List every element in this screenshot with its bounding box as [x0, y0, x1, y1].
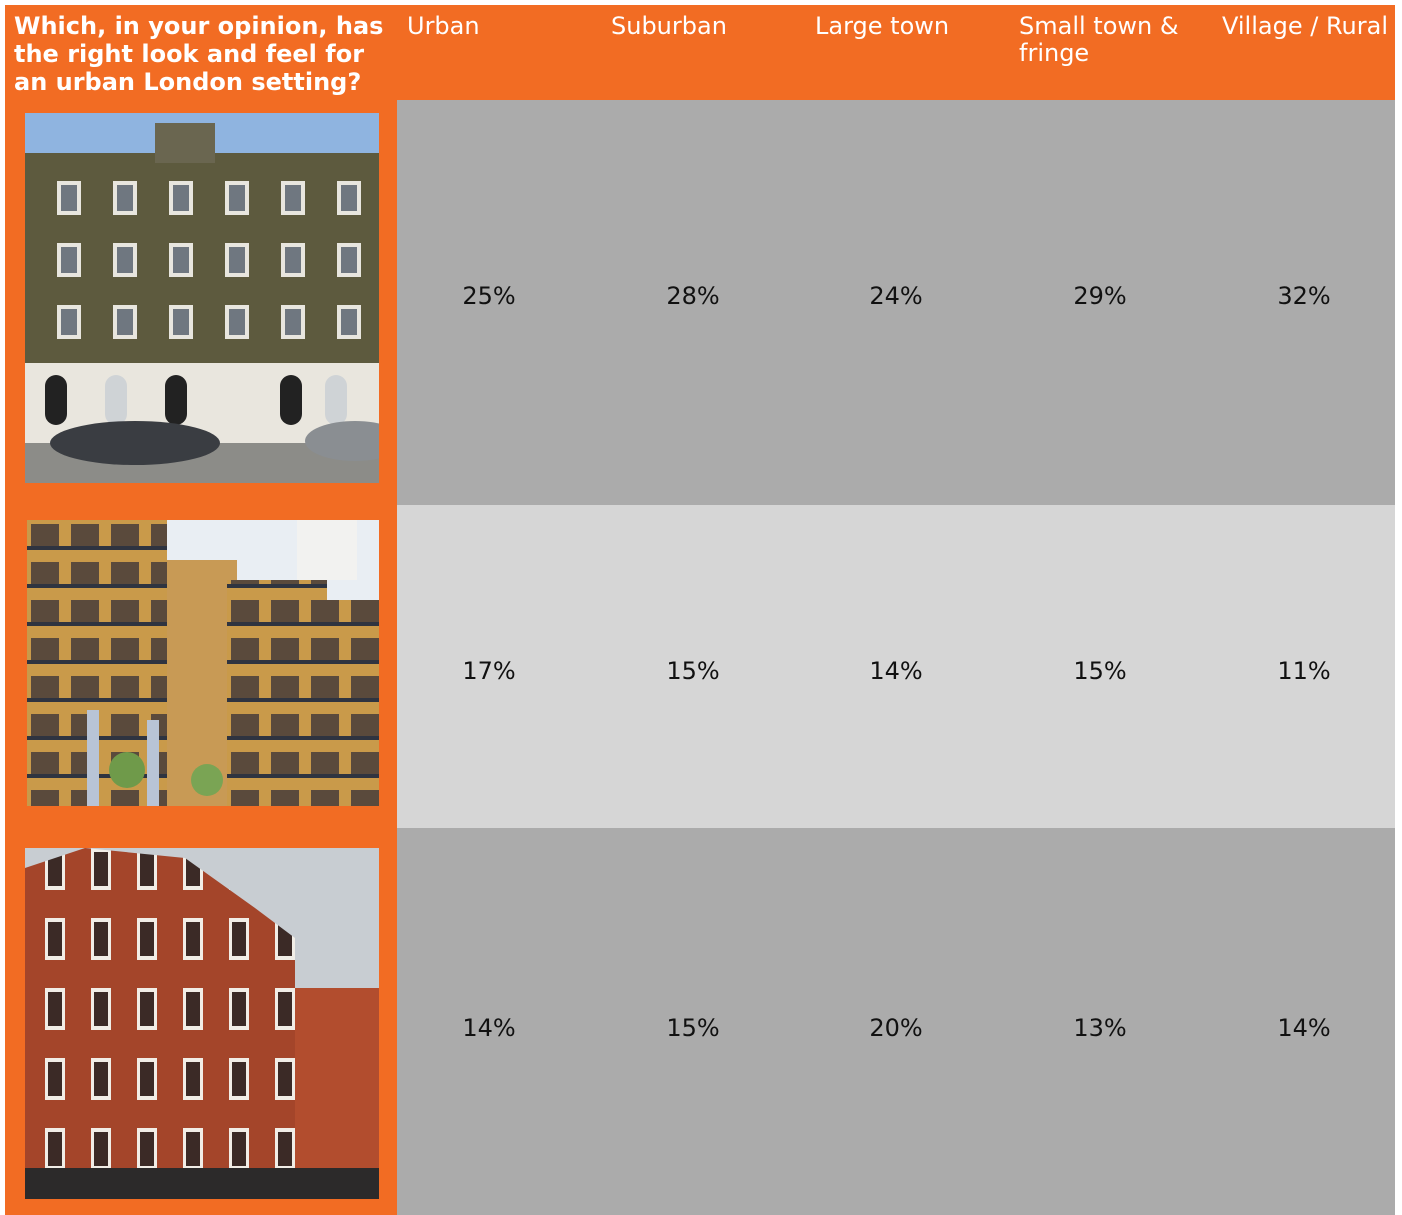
cell-value: 25%: [387, 282, 591, 310]
cell-value: 14%: [1202, 1014, 1402, 1042]
column-header: Suburban: [611, 13, 801, 40]
column-header: Small town & fringe: [1019, 13, 1209, 67]
photo-red-brick-mansions: [25, 848, 379, 1199]
cell-value: 28%: [591, 282, 795, 310]
cell-value: 15%: [591, 1014, 795, 1042]
cell-value: 14%: [387, 1014, 591, 1042]
cell-value: 15%: [998, 657, 1202, 685]
cell-value: 14%: [794, 657, 998, 685]
cell-value: 24%: [794, 282, 998, 310]
column-header: Urban: [407, 13, 597, 40]
cell-value: 20%: [794, 1014, 998, 1042]
cell-value: 13%: [998, 1014, 1202, 1042]
column-header: Village / Rural: [1222, 13, 1402, 40]
cell-value: 15%: [591, 657, 795, 685]
page: {"header": {"question": "Which, in your …: [0, 0, 1402, 1215]
question: Which, in your opinion, has the right lo…: [14, 12, 384, 96]
column-header: Large town: [815, 13, 1005, 40]
cell-value: 32%: [1202, 282, 1402, 310]
cell-value: 29%: [998, 282, 1202, 310]
photo-modern-apartments: [27, 520, 379, 806]
cell-value: 11%: [1202, 657, 1402, 685]
photo-georgian-terrace: [25, 113, 379, 483]
cell-value: 17%: [387, 657, 591, 685]
